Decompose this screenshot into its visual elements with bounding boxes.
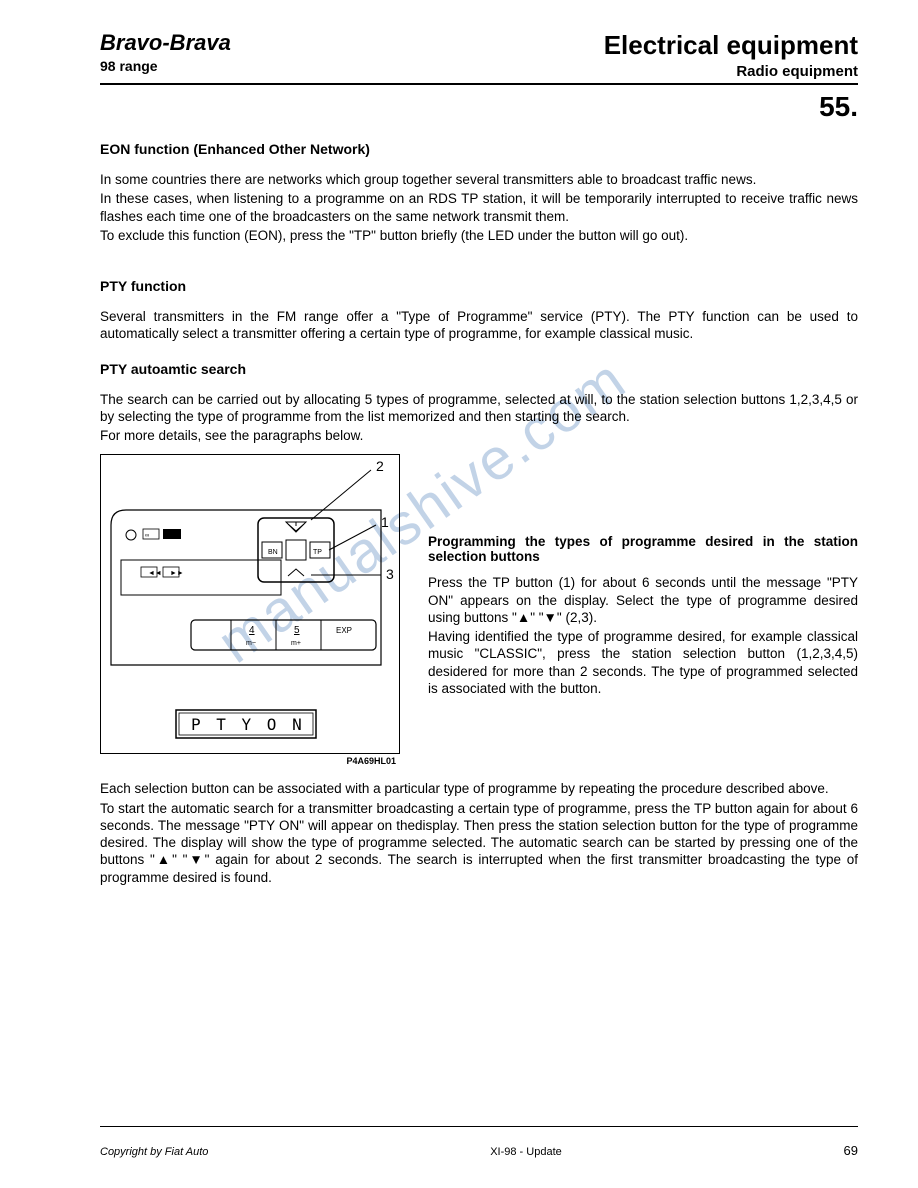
page-number: 69 <box>844 1143 858 1158</box>
chapter-title: Electrical equipment <box>604 30 858 61</box>
update-text: XI-98 - Update <box>490 1146 562 1158</box>
pty-para-1: Several transmitters in the FM range off… <box>100 308 858 343</box>
copyright-text: Copyright by Fiat Auto <box>100 1146 208 1158</box>
svg-text:►►: ►► <box>170 570 184 577</box>
svg-text:TP: TP <box>313 549 322 556</box>
page-header: Bravo-Brava 98 range Electrical equipmen… <box>100 30 858 80</box>
programming-heading: Programming the types of programme desir… <box>428 534 858 564</box>
svg-text:m−: m− <box>246 640 256 647</box>
eon-para-3: To exclude this function (EON), press th… <box>100 227 858 244</box>
eon-heading: EON function (Enhanced Other Network) <box>100 141 858 157</box>
svg-text:5: 5 <box>294 625 300 636</box>
pty-search-para-2: For more details, see the paragraphs bel… <box>100 427 858 444</box>
svg-text:m+: m+ <box>291 640 301 647</box>
programming-para-2: Having identified the type of programme … <box>428 628 858 697</box>
svg-text:1: 1 <box>381 514 389 530</box>
model-name: Bravo-Brava <box>100 30 231 56</box>
chapter-subtitle: Radio equipment <box>604 63 858 80</box>
svg-text:2: 2 <box>376 458 384 474</box>
section-number: 55. <box>100 91 858 123</box>
programming-para-1: Press the TP button (1) for about 6 seco… <box>428 574 858 626</box>
bottom-para-2: To start the automatic search for a tran… <box>100 800 858 886</box>
pty-search-para-1: The search can be carried out by allocat… <box>100 391 858 426</box>
figure-caption: P4A69HL01 <box>100 756 400 766</box>
eon-para-2: In these cases, when listening to a prog… <box>100 190 858 225</box>
svg-text:EXP: EXP <box>336 626 352 635</box>
radio-figure: ◄◄ ►► ∞ <box>100 454 400 766</box>
range-label: 98 range <box>100 58 231 74</box>
svg-text:∞: ∞ <box>145 533 149 539</box>
svg-text:BN: BN <box>268 549 278 556</box>
header-rule <box>100 83 858 85</box>
bottom-para-1: Each selection button can be associated … <box>100 780 858 797</box>
svg-text:◄◄: ◄◄ <box>148 570 162 577</box>
eon-para-1: In some countries there are networks whi… <box>100 171 858 188</box>
svg-text:4: 4 <box>249 625 255 636</box>
footer-rule <box>100 1126 858 1127</box>
pty-search-heading: PTY autoamtic search <box>100 361 858 377</box>
page-footer: Copyright by Fiat Auto XI-98 - Update 69 <box>100 1126 858 1158</box>
svg-text:3: 3 <box>386 566 394 582</box>
svg-text:P T Y O N: P T Y O N <box>191 715 305 734</box>
pty-heading: PTY function <box>100 278 858 294</box>
